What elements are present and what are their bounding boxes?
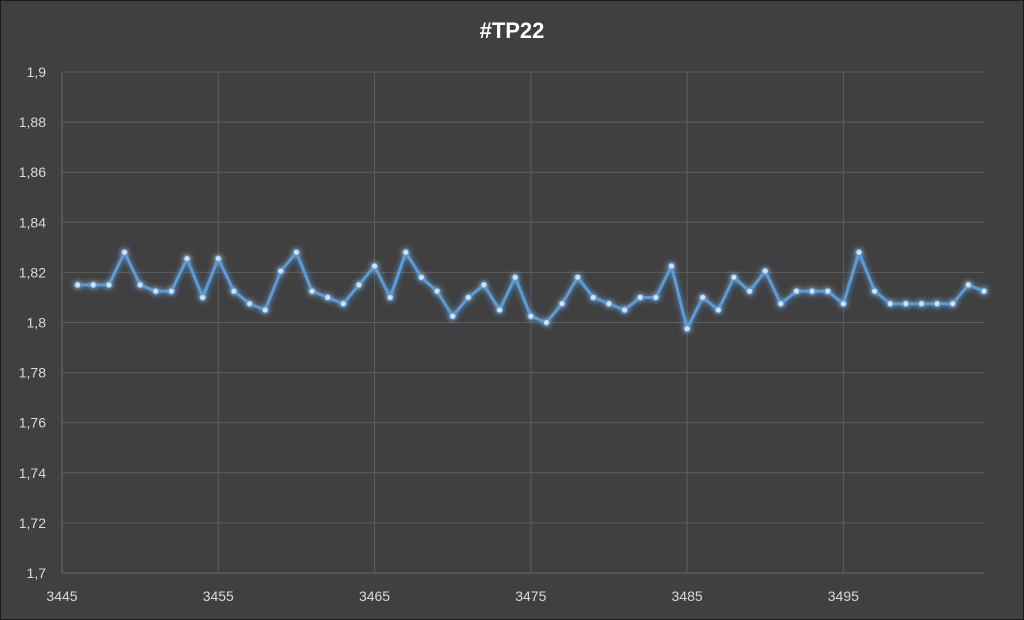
x-tick-label: 3455 <box>203 588 234 604</box>
data-point <box>292 248 300 256</box>
data-point <box>652 293 660 301</box>
data-point <box>308 287 316 295</box>
data-point <box>527 312 535 320</box>
data-point <box>167 287 175 295</box>
data-point <box>277 267 285 275</box>
data-point <box>855 248 863 256</box>
data-point <box>464 293 472 301</box>
data-point <box>746 287 754 295</box>
data-point <box>808 287 816 295</box>
data-point <box>199 293 207 301</box>
data-point <box>449 312 457 320</box>
data-point <box>667 262 675 270</box>
data-point <box>636 293 644 301</box>
data-point <box>949 300 957 308</box>
data-point <box>699 293 707 301</box>
data-point <box>89 281 97 289</box>
data-point <box>386 293 394 301</box>
y-tick-label: 1,74 <box>19 465 46 481</box>
data-point <box>871 287 879 295</box>
tick-label-layer: 1,7 1,72 1,74 1,76 1,78 1,8 1,82 1,84 1,86 1,88 1,… <box>19 64 859 604</box>
data-point <box>105 281 113 289</box>
x-tick-label: 3445 <box>46 588 77 604</box>
data-point <box>74 281 82 289</box>
data-point <box>511 273 519 281</box>
y-tick-label: 1,82 <box>19 264 46 280</box>
data-point <box>574 273 582 281</box>
axis-layer <box>61 72 984 574</box>
data-point <box>246 300 254 308</box>
data-point <box>980 287 988 295</box>
data-point <box>714 306 722 314</box>
data-point <box>761 267 769 275</box>
data-point <box>152 287 160 295</box>
data-point <box>121 248 129 256</box>
data-point <box>402 248 410 256</box>
data-point <box>183 255 191 263</box>
y-tick-label: 1,84 <box>19 214 46 230</box>
y-tick-label: 1,88 <box>19 114 46 130</box>
data-point <box>214 255 222 263</box>
data-point <box>886 300 894 308</box>
y-tick-label: 1,8 <box>27 315 47 331</box>
y-tick-label: 1,86 <box>19 164 46 180</box>
data-point <box>261 306 269 314</box>
data-point <box>730 273 738 281</box>
data-point <box>777 300 785 308</box>
data-point <box>371 262 379 270</box>
x-tick-label: 3485 <box>672 588 703 604</box>
data-point <box>339 300 347 308</box>
data-point <box>621 306 629 314</box>
data-point <box>355 281 363 289</box>
x-tick-label: 3495 <box>828 588 859 604</box>
y-tick-label: 1,78 <box>19 365 46 381</box>
data-point <box>933 300 941 308</box>
data-point <box>589 293 597 301</box>
y-tick-label: 1,9 <box>27 64 47 80</box>
data-point <box>417 273 425 281</box>
data-point <box>605 300 613 308</box>
y-tick-label: 1,7 <box>27 565 47 581</box>
data-point <box>902 300 910 308</box>
data-point <box>542 319 550 326</box>
data-point <box>558 300 566 308</box>
series-layer <box>74 248 988 333</box>
data-point <box>792 287 800 295</box>
data-point <box>839 300 847 308</box>
data-point <box>480 281 488 289</box>
data-point <box>433 287 441 295</box>
data-point <box>683 325 691 333</box>
chart-title: #TP22 <box>479 18 545 43</box>
data-point <box>964 281 972 289</box>
y-tick-label: 1,72 <box>19 515 46 531</box>
x-tick-label: 3475 <box>515 588 546 604</box>
data-point <box>917 300 925 308</box>
data-point <box>136 281 144 289</box>
data-point <box>824 287 832 295</box>
data-point <box>230 287 238 295</box>
data-point <box>324 293 332 301</box>
y-tick-label: 1,76 <box>19 415 46 431</box>
grid-layer <box>61 71 984 574</box>
x-tick-label: 3465 <box>359 588 390 604</box>
data-point <box>496 306 504 314</box>
